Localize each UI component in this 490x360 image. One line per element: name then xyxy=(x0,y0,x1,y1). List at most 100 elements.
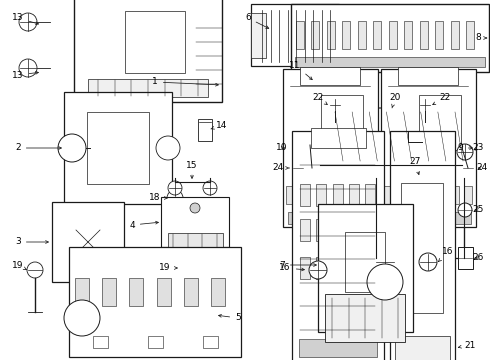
Circle shape xyxy=(190,203,200,213)
Circle shape xyxy=(367,264,403,300)
Bar xyxy=(397,186,405,204)
Bar xyxy=(404,21,412,49)
Bar xyxy=(349,219,359,241)
Circle shape xyxy=(58,134,86,162)
Bar xyxy=(389,21,397,49)
Text: 22: 22 xyxy=(313,94,327,104)
Bar xyxy=(384,186,392,204)
Bar xyxy=(326,186,334,204)
Text: 12: 12 xyxy=(0,359,1,360)
Text: 4: 4 xyxy=(129,220,158,230)
Bar xyxy=(376,162,464,257)
Bar xyxy=(401,183,443,313)
Circle shape xyxy=(156,136,180,160)
Bar xyxy=(333,219,343,241)
Bar xyxy=(292,130,384,360)
Circle shape xyxy=(309,261,327,279)
Bar xyxy=(184,278,198,306)
Bar xyxy=(349,257,359,279)
Bar xyxy=(340,186,347,204)
Bar xyxy=(64,92,172,204)
Bar xyxy=(312,21,319,49)
Bar xyxy=(321,94,363,149)
Bar xyxy=(157,278,171,306)
Text: 16: 16 xyxy=(439,248,454,261)
Bar xyxy=(451,186,459,204)
Text: 3: 3 xyxy=(15,238,49,247)
Bar xyxy=(466,21,474,49)
Bar xyxy=(93,336,107,348)
Bar xyxy=(250,13,266,58)
Text: 16: 16 xyxy=(279,264,304,273)
Circle shape xyxy=(461,161,475,175)
Text: 11: 11 xyxy=(289,60,312,80)
Bar xyxy=(333,184,343,206)
Bar xyxy=(300,219,310,241)
Bar xyxy=(381,69,475,227)
Bar xyxy=(125,11,185,73)
Bar xyxy=(299,186,307,204)
Bar xyxy=(386,212,470,224)
Text: 17: 17 xyxy=(0,359,1,360)
Bar xyxy=(291,4,489,72)
Bar xyxy=(202,336,218,348)
Bar xyxy=(299,339,377,357)
Bar xyxy=(288,212,372,224)
Bar xyxy=(251,4,339,66)
Bar xyxy=(316,184,326,206)
Bar xyxy=(296,21,304,49)
Text: 25: 25 xyxy=(472,206,484,215)
Bar xyxy=(211,278,225,306)
Bar xyxy=(75,278,89,306)
Circle shape xyxy=(19,13,37,31)
Text: 21: 21 xyxy=(459,341,476,350)
Bar xyxy=(129,278,144,306)
Bar xyxy=(74,0,222,102)
Text: 13: 13 xyxy=(12,13,39,24)
Bar xyxy=(300,67,360,85)
Text: 7: 7 xyxy=(279,261,317,270)
Text: 27: 27 xyxy=(409,158,421,175)
Text: 1: 1 xyxy=(152,77,219,86)
Bar xyxy=(102,278,116,306)
Text: 18: 18 xyxy=(149,194,167,202)
Bar xyxy=(438,186,445,204)
Bar xyxy=(318,204,413,332)
Bar xyxy=(283,69,377,227)
Text: 2: 2 xyxy=(15,144,61,153)
Bar xyxy=(313,186,320,204)
Bar xyxy=(394,336,449,360)
Circle shape xyxy=(19,59,37,77)
Bar xyxy=(69,247,241,357)
Circle shape xyxy=(291,161,305,175)
Text: 6: 6 xyxy=(245,13,269,28)
Circle shape xyxy=(27,262,43,278)
Bar xyxy=(450,21,459,49)
Text: 26: 26 xyxy=(472,253,484,262)
Text: 13: 13 xyxy=(12,71,38,80)
Bar xyxy=(398,67,458,85)
Bar xyxy=(295,57,485,67)
Text: 22: 22 xyxy=(433,94,451,105)
Bar xyxy=(198,119,212,141)
Bar xyxy=(87,112,149,184)
Text: 15: 15 xyxy=(186,161,198,178)
Bar xyxy=(419,94,461,149)
Text: 10: 10 xyxy=(276,144,288,153)
Bar xyxy=(325,294,405,342)
Circle shape xyxy=(419,99,431,111)
Bar xyxy=(333,257,343,279)
Bar xyxy=(390,130,455,360)
Bar xyxy=(147,336,163,348)
Circle shape xyxy=(168,181,182,195)
Bar xyxy=(345,232,385,292)
Circle shape xyxy=(400,200,440,240)
Bar xyxy=(353,186,361,204)
Bar xyxy=(327,21,335,49)
Text: 23: 23 xyxy=(472,144,484,153)
Circle shape xyxy=(178,261,192,275)
Text: 9: 9 xyxy=(457,144,472,153)
Text: 20: 20 xyxy=(390,94,401,108)
Circle shape xyxy=(419,253,437,271)
Circle shape xyxy=(64,300,100,336)
